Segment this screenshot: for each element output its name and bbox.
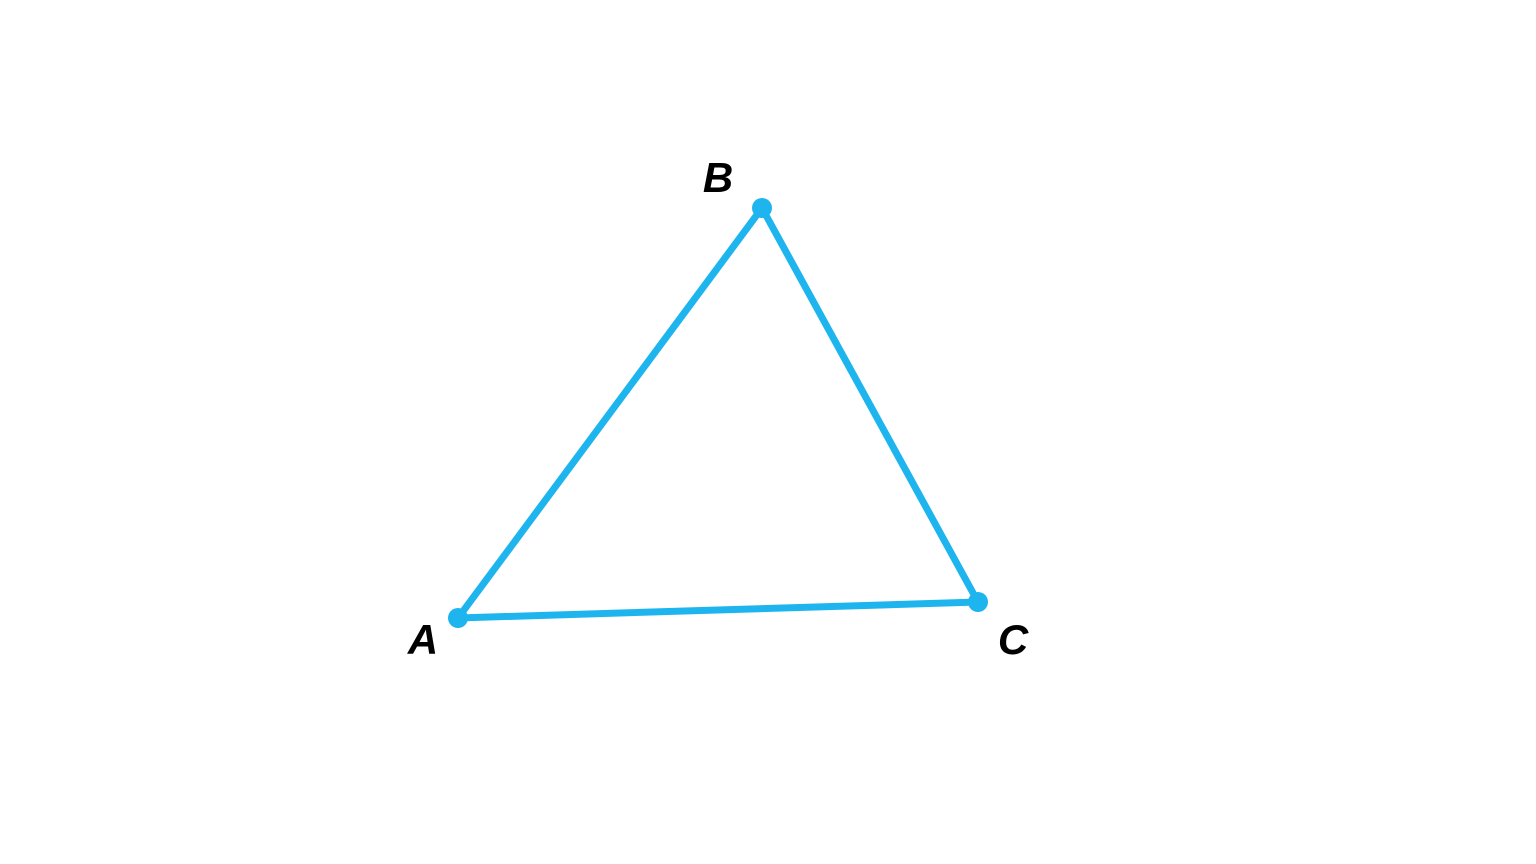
edge-bc [762,208,978,602]
vertex-c [968,592,988,612]
triangle-diagram: A B C [0,0,1536,864]
edge-ca [458,602,978,618]
vertex-label-a: A [408,616,438,664]
edge-ab [458,208,762,618]
vertex-b [752,198,772,218]
vertex-label-c: C [998,616,1028,664]
triangle-svg [0,0,1536,864]
vertex-label-b: B [703,154,733,202]
vertex-a [448,608,468,628]
